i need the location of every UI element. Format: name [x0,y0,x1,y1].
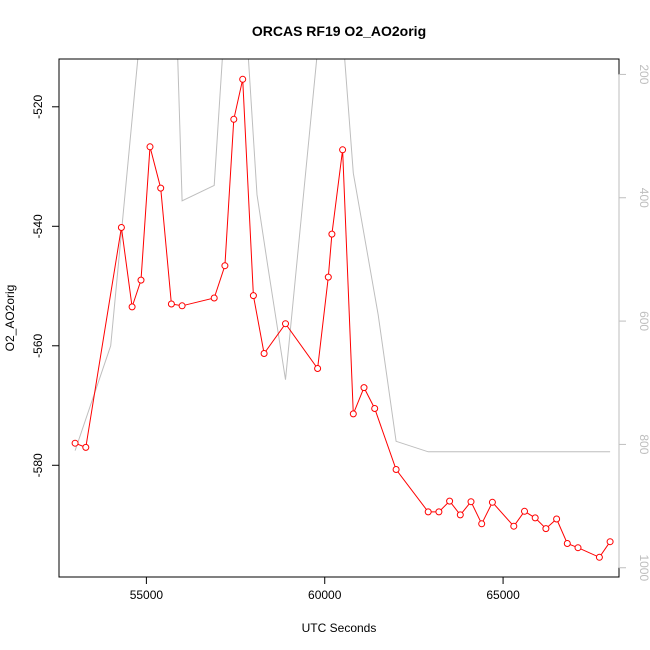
y-tick-label: -520 [31,94,45,118]
data-point [467,498,475,506]
x-tick-label: 65000 [486,588,520,602]
data-point [392,466,400,473]
y2-tick-label: 1000 [637,554,650,581]
data-point [349,410,357,418]
x-tick-label: 60000 [308,588,342,602]
data-point [435,508,443,516]
data-point [563,540,571,547]
data-point [167,300,175,308]
y-axis-label: O2_AO2orig [3,285,17,352]
y2-axis: 200 400 600 800 1000 [618,64,650,581]
data-point [230,115,238,123]
data-point [371,405,379,412]
data-point [128,303,136,311]
data-point [157,184,165,192]
chart-title: ORCAS RF19 O2_AO2orig [252,23,426,39]
data-point [488,498,496,506]
data-point [595,553,603,561]
primary-series-points [71,75,614,561]
y2-tick-label: 600 [637,311,650,331]
x-axis-label: UTC Seconds [302,621,377,635]
data-point [339,146,347,154]
x-tick-label: 55000 [130,588,164,602]
data-point [510,522,518,530]
y-axis: -580 -560 -540 -520 [31,94,59,477]
primary-series-layer [71,75,614,561]
data-point [210,294,218,302]
data-point [82,443,90,451]
data-point [137,276,145,284]
data-point [424,508,432,516]
x-axis: 55000 60000 65000 [130,576,520,602]
data-point [521,507,528,515]
data-point [117,224,125,231]
plot-frame [58,58,620,578]
data-point [478,520,486,528]
y-tick-label: -540 [31,214,45,238]
secondary-series-line [74,59,611,453]
data-point [360,384,368,392]
data-point [71,439,79,447]
data-point [146,143,154,151]
data-point [282,320,289,328]
data-point [260,350,268,357]
data-point [314,365,322,372]
data-point [456,511,464,519]
data-point [553,515,561,523]
data-point [324,273,332,281]
data-point [542,525,550,533]
primary-series-line [74,79,611,558]
secondary-series-layer [74,59,611,453]
data-point [328,230,336,238]
y2-tick-label: 200 [637,64,650,84]
data-point [178,302,186,310]
data-point [606,538,614,546]
data-point [531,514,539,522]
y-tick-label: -580 [31,453,45,477]
data-point [221,262,229,270]
data-point [446,497,454,505]
data-point [239,75,247,83]
data-point [249,292,257,300]
y-tick-label: -560 [31,333,45,357]
data-point [574,544,582,552]
y2-tick-label: 400 [637,188,650,208]
y2-tick-label: 800 [637,434,650,454]
